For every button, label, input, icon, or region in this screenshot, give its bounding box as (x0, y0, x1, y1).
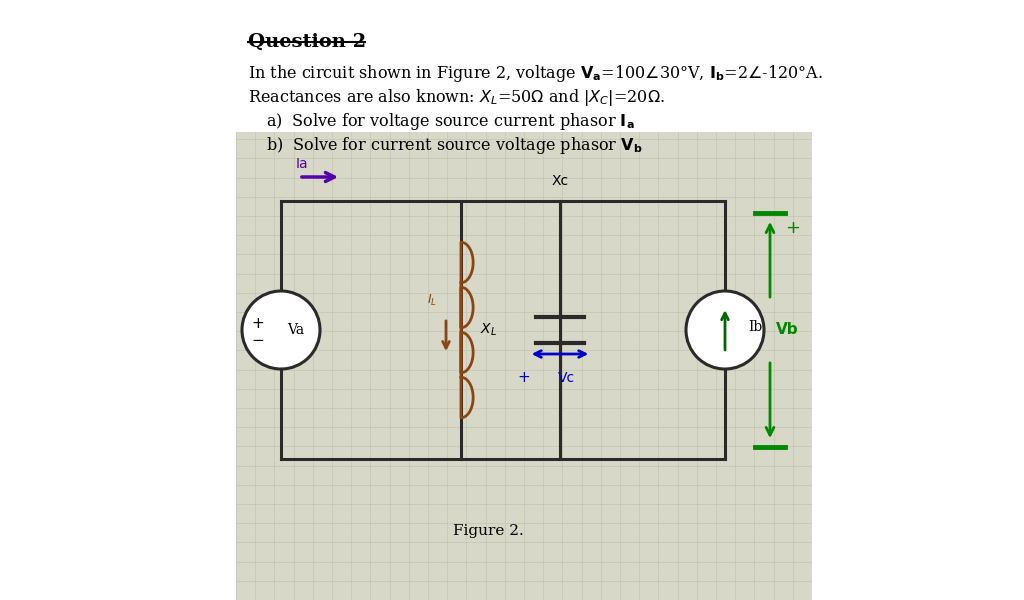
Circle shape (686, 291, 764, 369)
Text: Vc: Vc (557, 371, 574, 385)
Text: $I_L$: $I_L$ (427, 292, 437, 308)
Circle shape (242, 291, 319, 369)
Text: Vb: Vb (776, 323, 799, 337)
Text: Va: Va (288, 323, 304, 337)
Text: a)  Solve for voltage source current phasor $\mathbf{I_a}$: a) Solve for voltage source current phas… (266, 111, 635, 132)
Text: $X_L$: $X_L$ (480, 322, 497, 338)
Text: −: − (252, 334, 264, 348)
Text: +: + (252, 317, 264, 331)
Text: Xc: Xc (552, 174, 568, 188)
Text: Ib: Ib (748, 320, 762, 334)
Bar (236, 132, 812, 600)
Text: Question 2: Question 2 (248, 33, 367, 51)
Text: b)  Solve for current source voltage phasor $\mathbf{V_b}$: b) Solve for current source voltage phas… (266, 135, 643, 156)
Text: Figure 2.: Figure 2. (453, 524, 523, 538)
Text: Reactances are also known: $X_L$=50$\Omega$ and $|X_C|$=20$\Omega$.: Reactances are also known: $X_L$=50$\Ome… (248, 87, 665, 108)
Text: +: + (785, 219, 801, 237)
Text: Ia: Ia (296, 157, 308, 171)
Text: +: + (517, 370, 530, 385)
Text: In the circuit shown in Figure 2, voltage $\mathbf{V_a}$=100$\angle$30°V, $\math: In the circuit shown in Figure 2, voltag… (248, 63, 823, 84)
